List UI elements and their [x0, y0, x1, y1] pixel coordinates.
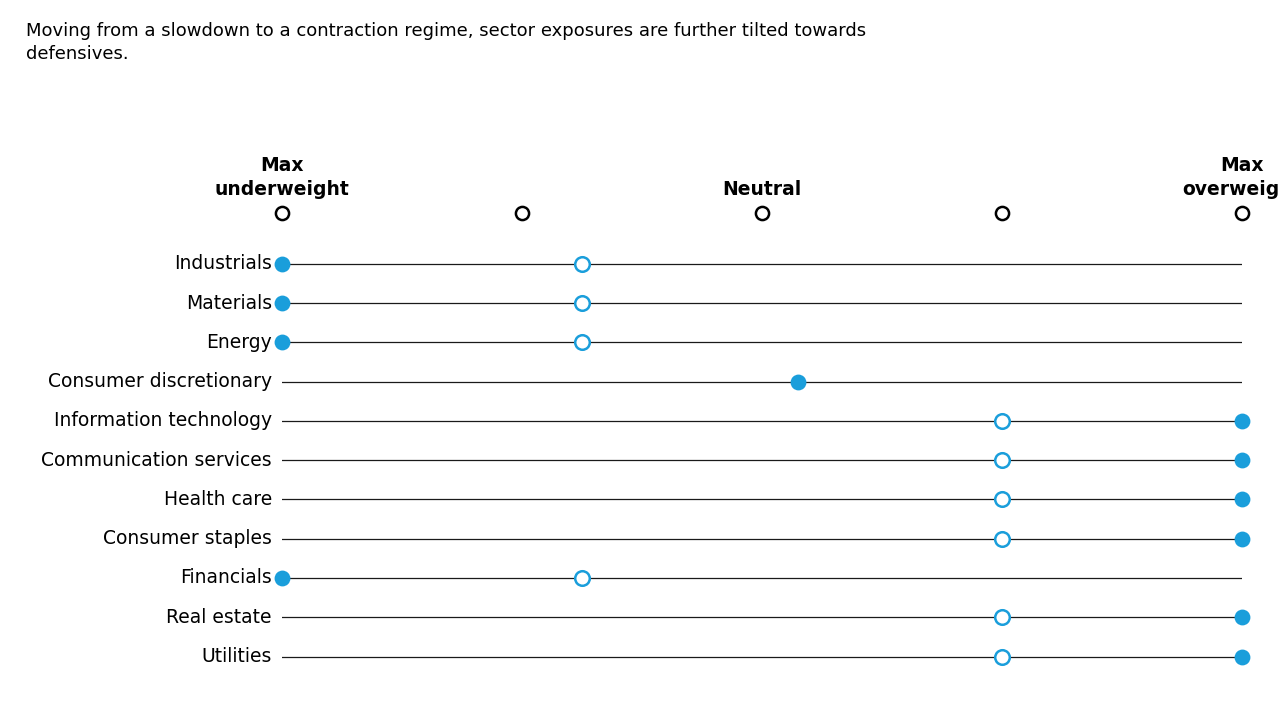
- Text: Industrials: Industrials: [174, 254, 273, 274]
- Text: Utilities: Utilities: [202, 647, 273, 666]
- Point: [787, 376, 808, 387]
- Text: Communication services: Communication services: [41, 451, 273, 469]
- Text: Consumer discretionary: Consumer discretionary: [47, 372, 273, 391]
- Point: [991, 494, 1011, 505]
- Point: [991, 651, 1011, 662]
- Point: [271, 207, 292, 218]
- Text: Consumer staples: Consumer staples: [104, 529, 273, 548]
- Text: Financials: Financials: [180, 569, 273, 588]
- Point: [991, 611, 1011, 623]
- Point: [991, 533, 1011, 544]
- Text: Materials: Materials: [186, 294, 273, 312]
- Point: [751, 207, 772, 218]
- Point: [991, 207, 1011, 218]
- Point: [571, 258, 591, 269]
- Point: [571, 336, 591, 348]
- Point: [512, 207, 532, 218]
- Point: [271, 572, 292, 584]
- Point: [271, 297, 292, 309]
- Text: Max
overweight: Max overweight: [1181, 156, 1280, 199]
- Point: [991, 415, 1011, 427]
- Point: [271, 336, 292, 348]
- Text: Max
underweight: Max underweight: [214, 156, 349, 199]
- Text: Energy: Energy: [206, 333, 273, 352]
- Point: [1231, 494, 1252, 505]
- Point: [271, 258, 292, 269]
- Point: [571, 297, 591, 309]
- Text: Real estate: Real estate: [166, 608, 273, 626]
- Point: [1231, 415, 1252, 427]
- Point: [1231, 651, 1252, 662]
- Text: Moving from a slowdown to a contraction regime, sector exposures are further til: Moving from a slowdown to a contraction …: [26, 22, 865, 63]
- Text: Neutral: Neutral: [722, 180, 801, 199]
- Point: [1231, 454, 1252, 466]
- Point: [991, 454, 1011, 466]
- Point: [1231, 611, 1252, 623]
- Point: [1231, 207, 1252, 218]
- Text: Health care: Health care: [164, 490, 273, 509]
- Point: [1231, 533, 1252, 544]
- Point: [571, 572, 591, 584]
- Text: Information technology: Information technology: [54, 411, 273, 431]
